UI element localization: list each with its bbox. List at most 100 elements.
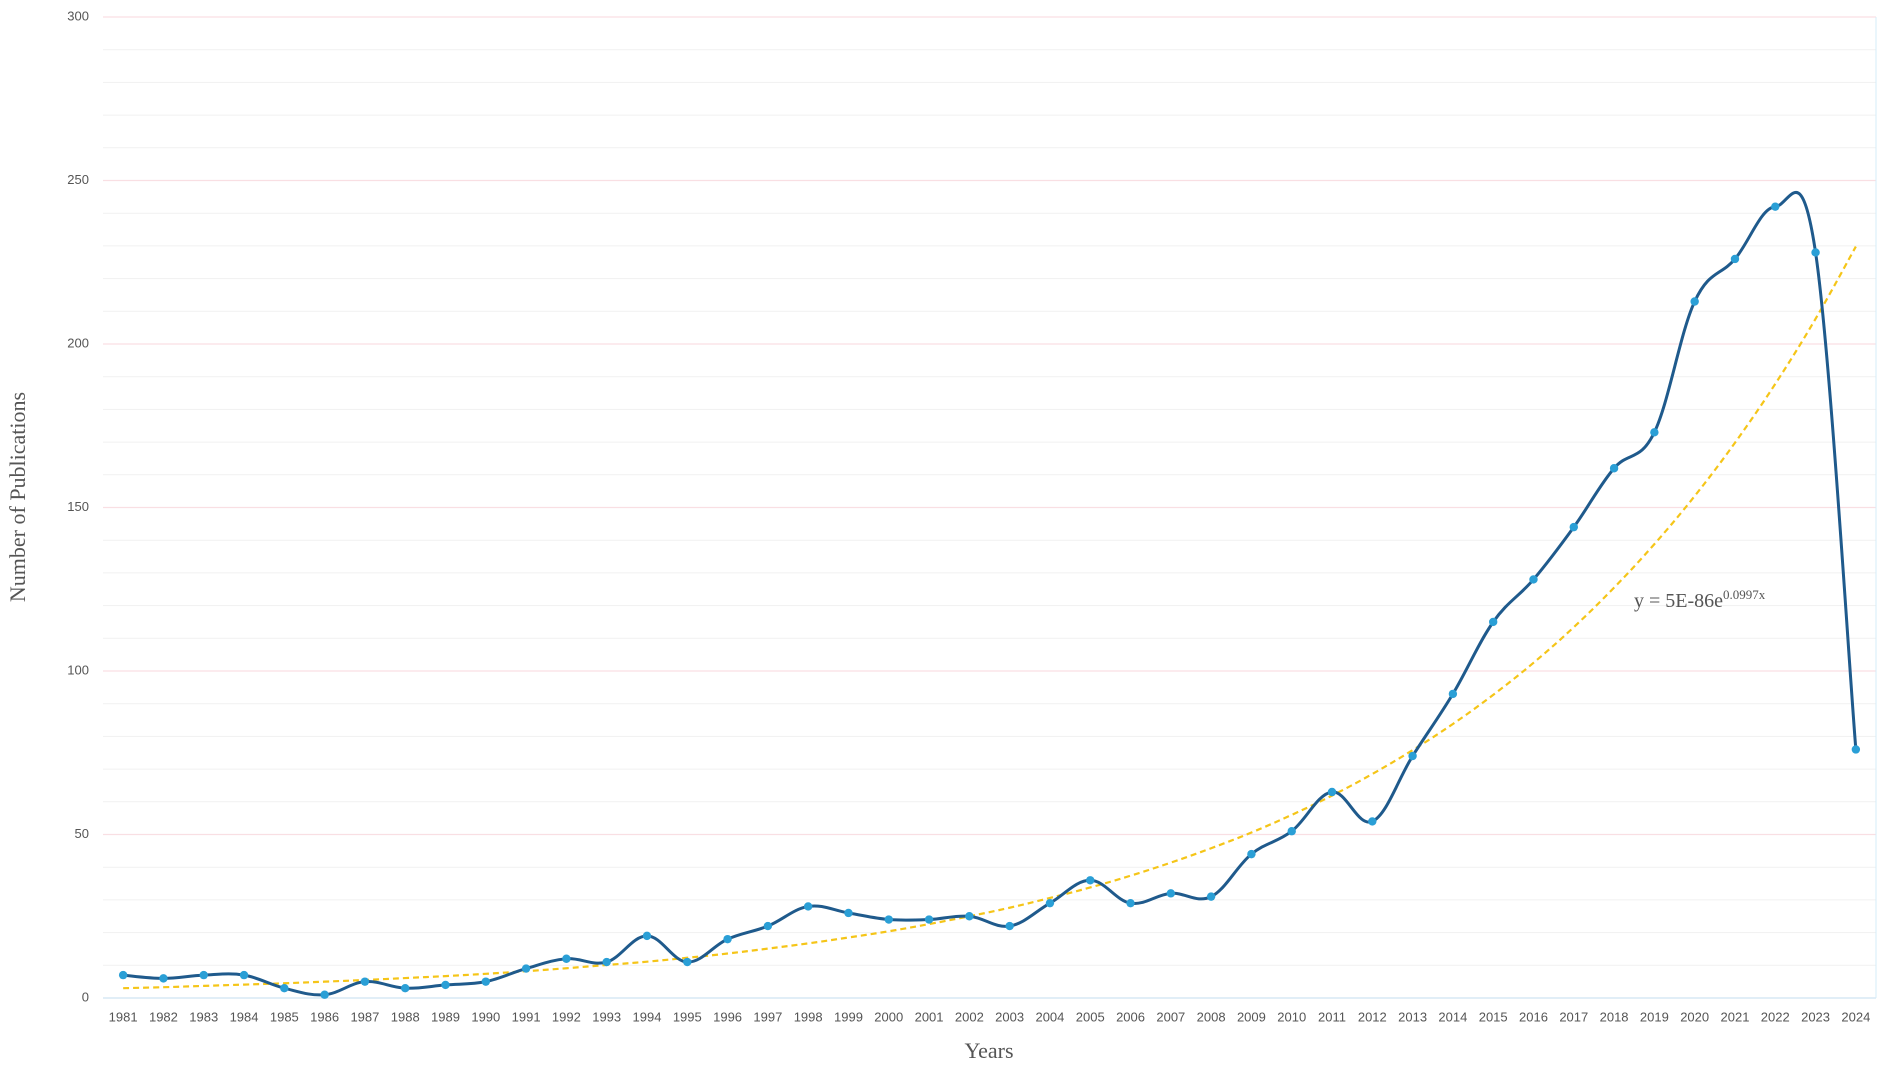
data-point xyxy=(1851,745,1861,754)
x-tick-label: 1982 xyxy=(149,1009,178,1024)
data-point xyxy=(1206,892,1216,901)
data-point xyxy=(1650,428,1659,437)
y-tick-label: 300 xyxy=(67,8,89,23)
x-tick-label: 1993 xyxy=(592,1009,621,1024)
data-point xyxy=(763,921,773,931)
series-line xyxy=(123,191,1858,997)
data-point xyxy=(401,983,410,993)
data-point xyxy=(320,990,329,999)
x-tick-label: 1990 xyxy=(471,1009,500,1024)
x-tick-label: 2005 xyxy=(1076,1009,1105,1024)
x-tick-label: 1998 xyxy=(794,1009,823,1024)
x-tick-label: 2020 xyxy=(1680,1009,1709,1024)
trend-equation: y = 5E-86e0.0997x xyxy=(1634,587,1766,612)
x-tick-label: 2012 xyxy=(1358,1009,1387,1024)
data-point xyxy=(1569,522,1578,532)
y-tick-label: 250 xyxy=(67,172,89,187)
data-point xyxy=(360,977,370,986)
x-tick-label: 2014 xyxy=(1438,1009,1467,1024)
x-tick-label: 2002 xyxy=(955,1009,984,1024)
data-point xyxy=(1488,617,1498,627)
x-tick-label: 1987 xyxy=(350,1009,379,1024)
data-point xyxy=(1690,297,1699,306)
data-point xyxy=(199,970,208,980)
data-point xyxy=(803,902,813,911)
data-point xyxy=(1086,876,1095,885)
x-tick-label: 1999 xyxy=(834,1009,863,1024)
data-point xyxy=(1609,464,1619,473)
x-tick-label: 2009 xyxy=(1237,1009,1266,1024)
data-point xyxy=(965,912,974,921)
x-tick-label: 2022 xyxy=(1761,1009,1790,1024)
data-point xyxy=(642,931,652,941)
x-tick-label: 2017 xyxy=(1559,1009,1588,1024)
x-tick-label: 2023 xyxy=(1801,1009,1830,1024)
x-tick-label: 2013 xyxy=(1398,1009,1427,1024)
x-tick-label: 2004 xyxy=(1035,1009,1064,1024)
data-point xyxy=(1287,827,1296,836)
x-axis-title: Years xyxy=(964,1038,1013,1063)
data-point xyxy=(481,977,491,986)
data-point xyxy=(844,908,853,918)
data-point xyxy=(1408,751,1417,761)
x-tick-label: 1989 xyxy=(431,1009,460,1024)
data-point xyxy=(441,980,450,990)
data-point xyxy=(280,983,289,993)
x-tick-label: 1991 xyxy=(512,1009,541,1024)
y-tick-label: 50 xyxy=(75,826,89,841)
y-tick-label: 150 xyxy=(67,499,89,514)
data-point xyxy=(1126,898,1135,908)
y-axis-title: Number of Publications xyxy=(5,392,30,602)
x-tick-label: 1994 xyxy=(633,1009,662,1024)
data-point xyxy=(1005,921,1014,931)
x-tick-label: 2000 xyxy=(874,1009,903,1024)
data-point xyxy=(1166,889,1176,898)
y-tick-label: 0 xyxy=(82,989,89,1004)
x-tick-label: 1992 xyxy=(552,1009,581,1024)
x-tick-label: 2008 xyxy=(1197,1009,1226,1024)
data-point xyxy=(884,915,893,924)
x-tick-label: 2015 xyxy=(1479,1009,1508,1024)
x-tick-label: 2003 xyxy=(995,1009,1024,1024)
x-tick-label: 1988 xyxy=(391,1009,420,1024)
data-point xyxy=(1045,898,1055,908)
x-tick-label: 1986 xyxy=(310,1009,339,1024)
y-tick-label: 100 xyxy=(67,662,89,677)
data-point xyxy=(521,964,531,973)
data-point xyxy=(1811,248,1820,257)
data-point xyxy=(1448,689,1458,699)
x-tick-label: 2019 xyxy=(1640,1009,1669,1024)
x-tick-label: 1981 xyxy=(109,1009,138,1024)
x-tick-label: 2006 xyxy=(1116,1009,1145,1024)
trendline xyxy=(123,246,1857,990)
data-point xyxy=(683,957,692,967)
x-tick-label: 2016 xyxy=(1519,1009,1548,1024)
x-tick-label: 1995 xyxy=(673,1009,702,1024)
x-tick-label: 1984 xyxy=(230,1009,259,1024)
x-tick-label: 1983 xyxy=(189,1009,218,1024)
trend-equation-text: y = 5E-86e xyxy=(1634,590,1723,612)
data-point xyxy=(118,970,128,980)
data-point xyxy=(602,957,611,967)
x-tick-label: 2010 xyxy=(1277,1009,1306,1024)
x-tick-label: 2011 xyxy=(1318,1009,1346,1024)
x-tick-label: 1985 xyxy=(270,1009,299,1024)
data-point xyxy=(1368,817,1377,826)
trend-equation-exponent: 0.0997x xyxy=(1723,587,1766,602)
data-point xyxy=(562,954,571,963)
data-point xyxy=(1771,202,1780,211)
data-point xyxy=(1327,787,1337,797)
x-tick-label: 2007 xyxy=(1156,1009,1185,1024)
data-point xyxy=(239,970,249,980)
x-tick-label: 2021 xyxy=(1721,1009,1750,1024)
data-point xyxy=(924,915,934,924)
data-point xyxy=(1730,254,1740,264)
x-tick-label: 1997 xyxy=(753,1009,782,1024)
data-point xyxy=(159,974,168,983)
y-tick-label: 200 xyxy=(67,335,89,350)
x-tick-label: 2001 xyxy=(915,1009,944,1024)
data-point xyxy=(1529,575,1538,584)
x-tick-label: 2018 xyxy=(1600,1009,1629,1024)
x-tick-label: 2024 xyxy=(1841,1009,1870,1024)
